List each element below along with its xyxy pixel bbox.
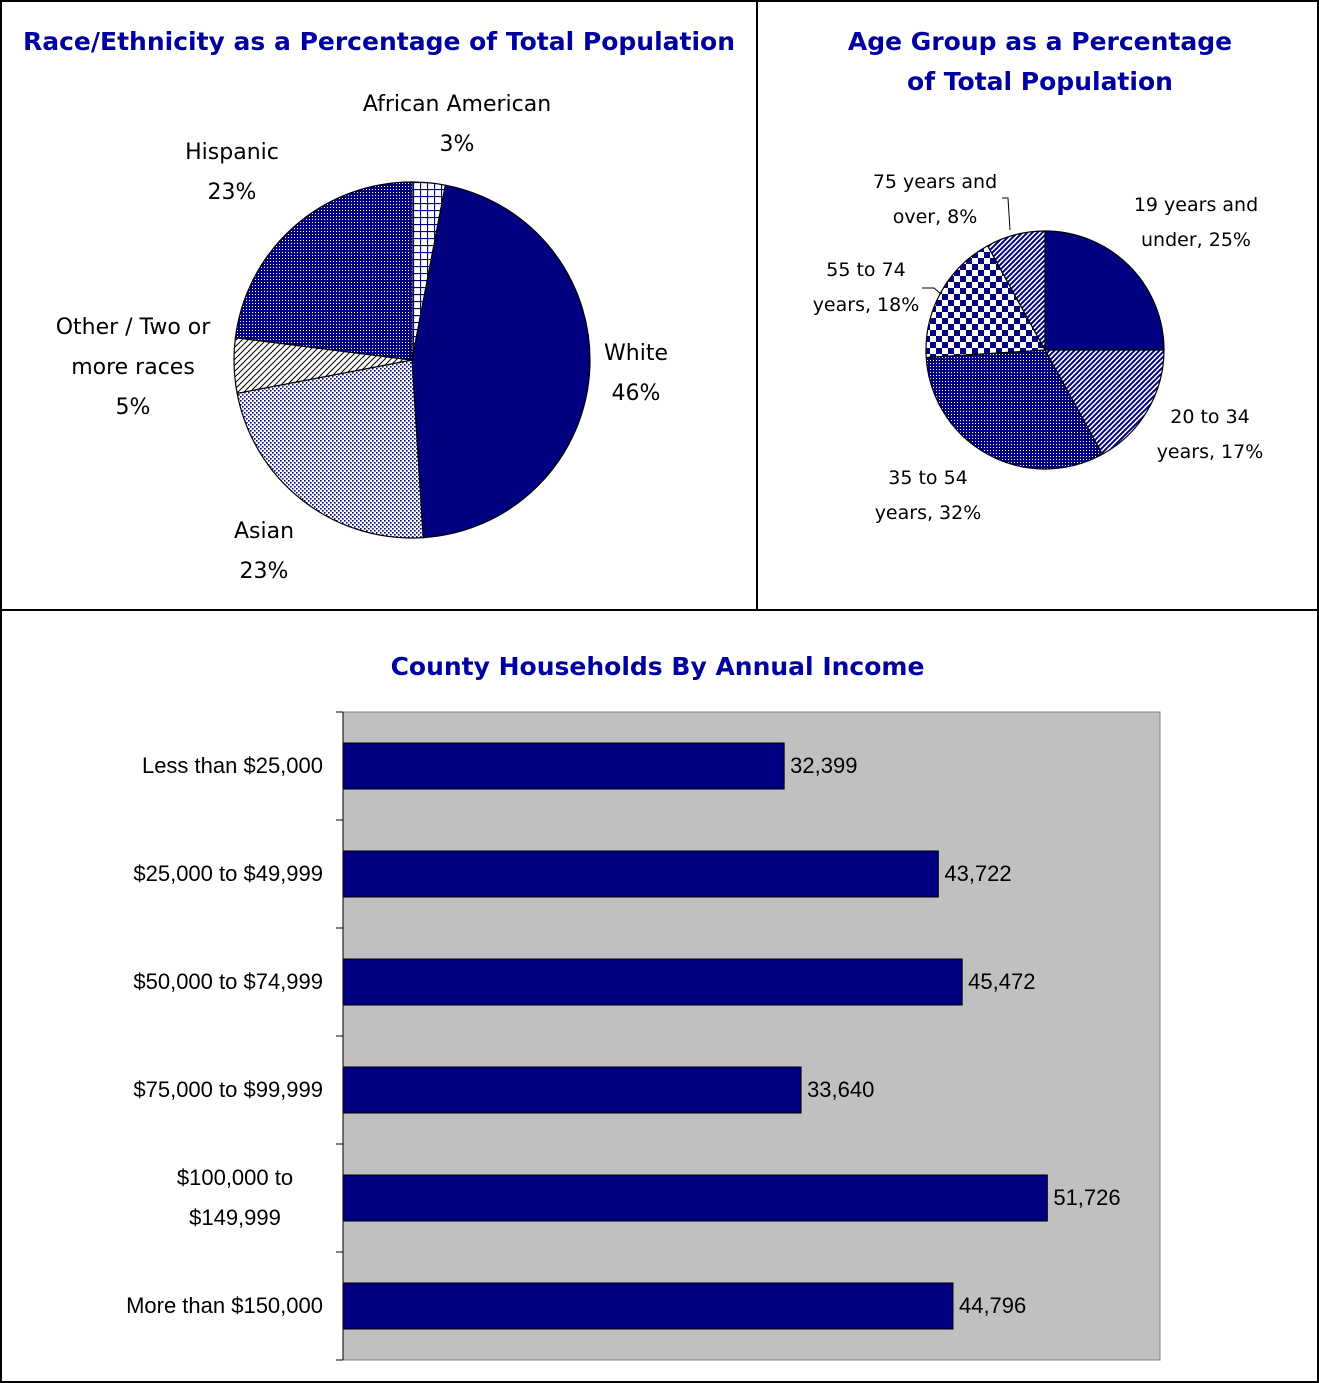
bar (342, 1282, 954, 1330)
value-label: 23% (239, 559, 289, 584)
frame (0, 609, 1319, 611)
value-label: 3% (439, 132, 475, 157)
bar (342, 850, 939, 898)
category-label: Less than $25,000 (141, 753, 323, 778)
category-label: More than $150,000 (126, 1293, 323, 1318)
frame (0, 0, 1319, 2)
pie-slice (986, 230, 1046, 351)
category-label: Hispanic (185, 140, 279, 165)
data-label: Asian 23% (234, 512, 294, 592)
value-label: 51,726 (1053, 1185, 1121, 1210)
category-label: $50,000 to $74,999 (133, 969, 323, 994)
bar (342, 742, 785, 790)
frame (756, 0, 758, 610)
leader-line (1002, 197, 1011, 231)
frame (0, 0, 2, 1383)
pie-slice (1044, 230, 1165, 351)
value-label: 43,722 (944, 861, 1012, 886)
pie-slice (236, 359, 424, 539)
pie-slice (1043, 349, 1165, 456)
category-label: White (604, 341, 668, 366)
category-label: $100,000 to $149,999 (176, 1165, 294, 1230)
category-label: Asian (233, 519, 295, 544)
value-label: 35 to 54 years, 32% (874, 467, 982, 524)
value-label: 20 to 34 years, 17% (1156, 406, 1264, 463)
pie-slice (234, 181, 413, 361)
chart-title: County Households By Annual Income (390, 652, 925, 681)
data-label: 35 to 54 years, 32% (863, 461, 993, 531)
data-label: 20 to 34 years, 17% (1140, 400, 1280, 470)
chart-title: Age Group as a Percentage of Total Popul… (847, 27, 1233, 96)
data-label: Hispanic 23% (185, 133, 279, 213)
data-label: 55 to 74 years, 18% (801, 253, 931, 323)
value-label: 33,640 (807, 1077, 875, 1102)
pie-slice (411, 184, 591, 539)
data-label: 75 years and over, 8% (855, 165, 1015, 235)
value-label: 46% (611, 381, 661, 406)
category-label: Other / Two or more races (55, 315, 211, 380)
bar (342, 958, 963, 1006)
chart-title: Race/Ethnicity as a Percentage of Total … (22, 27, 736, 56)
pie-slice (925, 349, 1104, 470)
frame (0, 1381, 1319, 1383)
frame (1317, 0, 1319, 1383)
bar (342, 1066, 802, 1114)
plot-area (342, 711, 1161, 1361)
value-label: 32,399 (790, 753, 858, 778)
value-label: 44,796 (958, 1293, 1027, 1318)
value-label: 19 years and under, 25% (1133, 194, 1259, 251)
data-label: 19 years and under, 25% (1116, 188, 1276, 258)
category-label: $75,000 to $99,999 (133, 1077, 323, 1102)
data-label: African American 3% (363, 85, 551, 165)
value-label: 5% (115, 395, 151, 420)
category-label: African American (362, 92, 552, 117)
data-label: Other / Two or more races 5% (33, 308, 233, 428)
data-label: White 46% (604, 334, 668, 414)
bar (342, 1174, 1048, 1222)
value-label: 75 years and over, 8% (872, 171, 998, 228)
value-label: 45,472 (968, 969, 1036, 994)
value-label: 23% (207, 180, 257, 205)
value-label: 55 to 74 years, 18% (812, 259, 920, 316)
category-label: $25,000 to $49,999 (133, 861, 323, 886)
pie-slice (925, 244, 1046, 359)
